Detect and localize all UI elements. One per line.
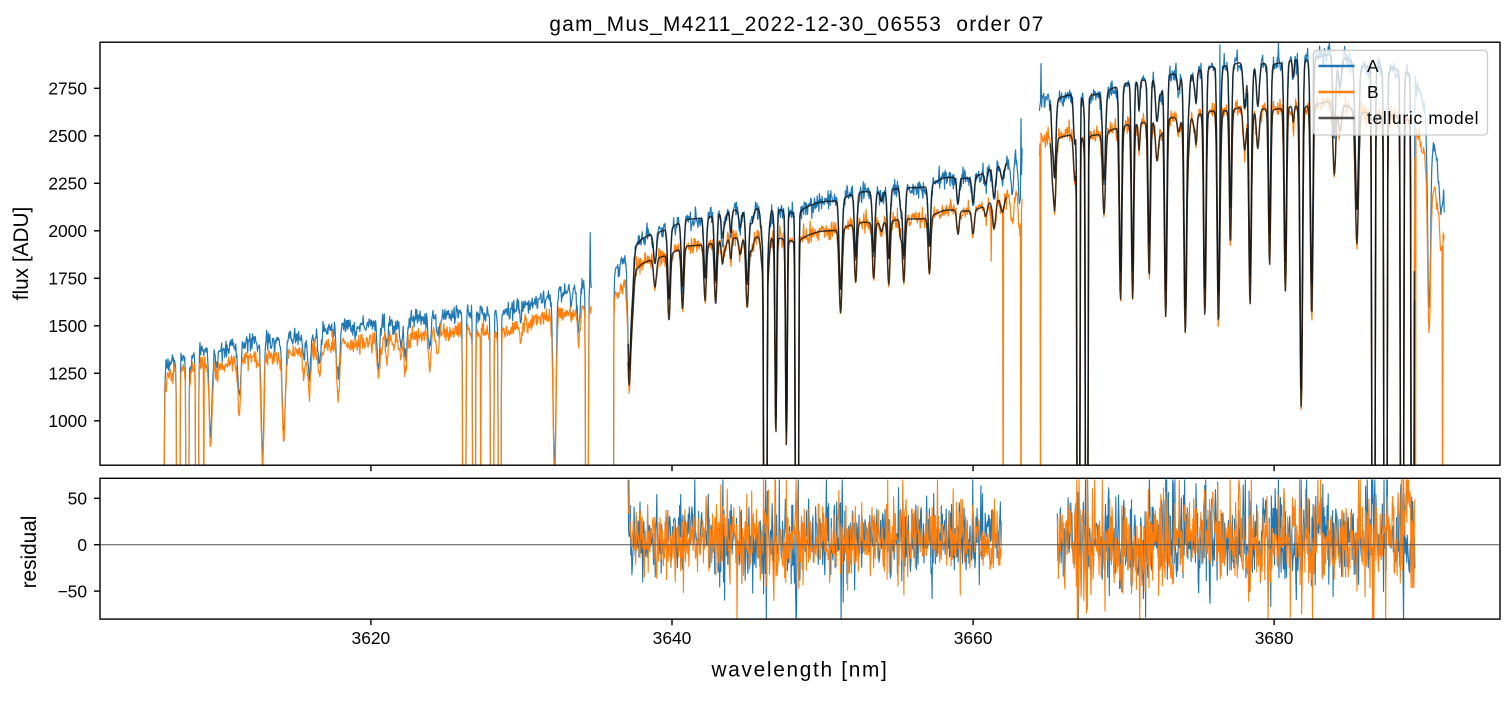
svg-text:3620: 3620	[352, 628, 391, 648]
svg-text:0: 0	[77, 535, 87, 555]
svg-text:2750: 2750	[48, 79, 87, 99]
svg-text:wavelength [nm]: wavelength [nm]	[711, 659, 889, 682]
svg-text:flux [ADU]: flux [ADU]	[10, 207, 33, 301]
svg-text:1000: 1000	[48, 411, 87, 431]
svg-text:3660: 3660	[954, 628, 993, 648]
svg-text:1750: 1750	[48, 269, 87, 289]
svg-text:50: 50	[68, 489, 87, 509]
svg-text:gam_Mus_M4211_2022-12-30_06553: gam_Mus_M4211_2022-12-30_06553 order 07	[549, 13, 1044, 36]
svg-text:B: B	[1367, 82, 1379, 102]
svg-text:residual: residual	[18, 516, 41, 589]
svg-text:3680: 3680	[1255, 628, 1294, 648]
svg-text:2250: 2250	[48, 174, 87, 194]
svg-text:−50: −50	[58, 581, 88, 601]
svg-text:A: A	[1367, 56, 1379, 76]
svg-text:2000: 2000	[48, 221, 87, 241]
svg-text:2500: 2500	[48, 126, 87, 146]
svg-text:3640: 3640	[653, 628, 692, 648]
svg-text:1250: 1250	[48, 364, 87, 384]
svg-text:telluric model: telluric model	[1367, 108, 1479, 128]
svg-text:1500: 1500	[48, 316, 87, 336]
